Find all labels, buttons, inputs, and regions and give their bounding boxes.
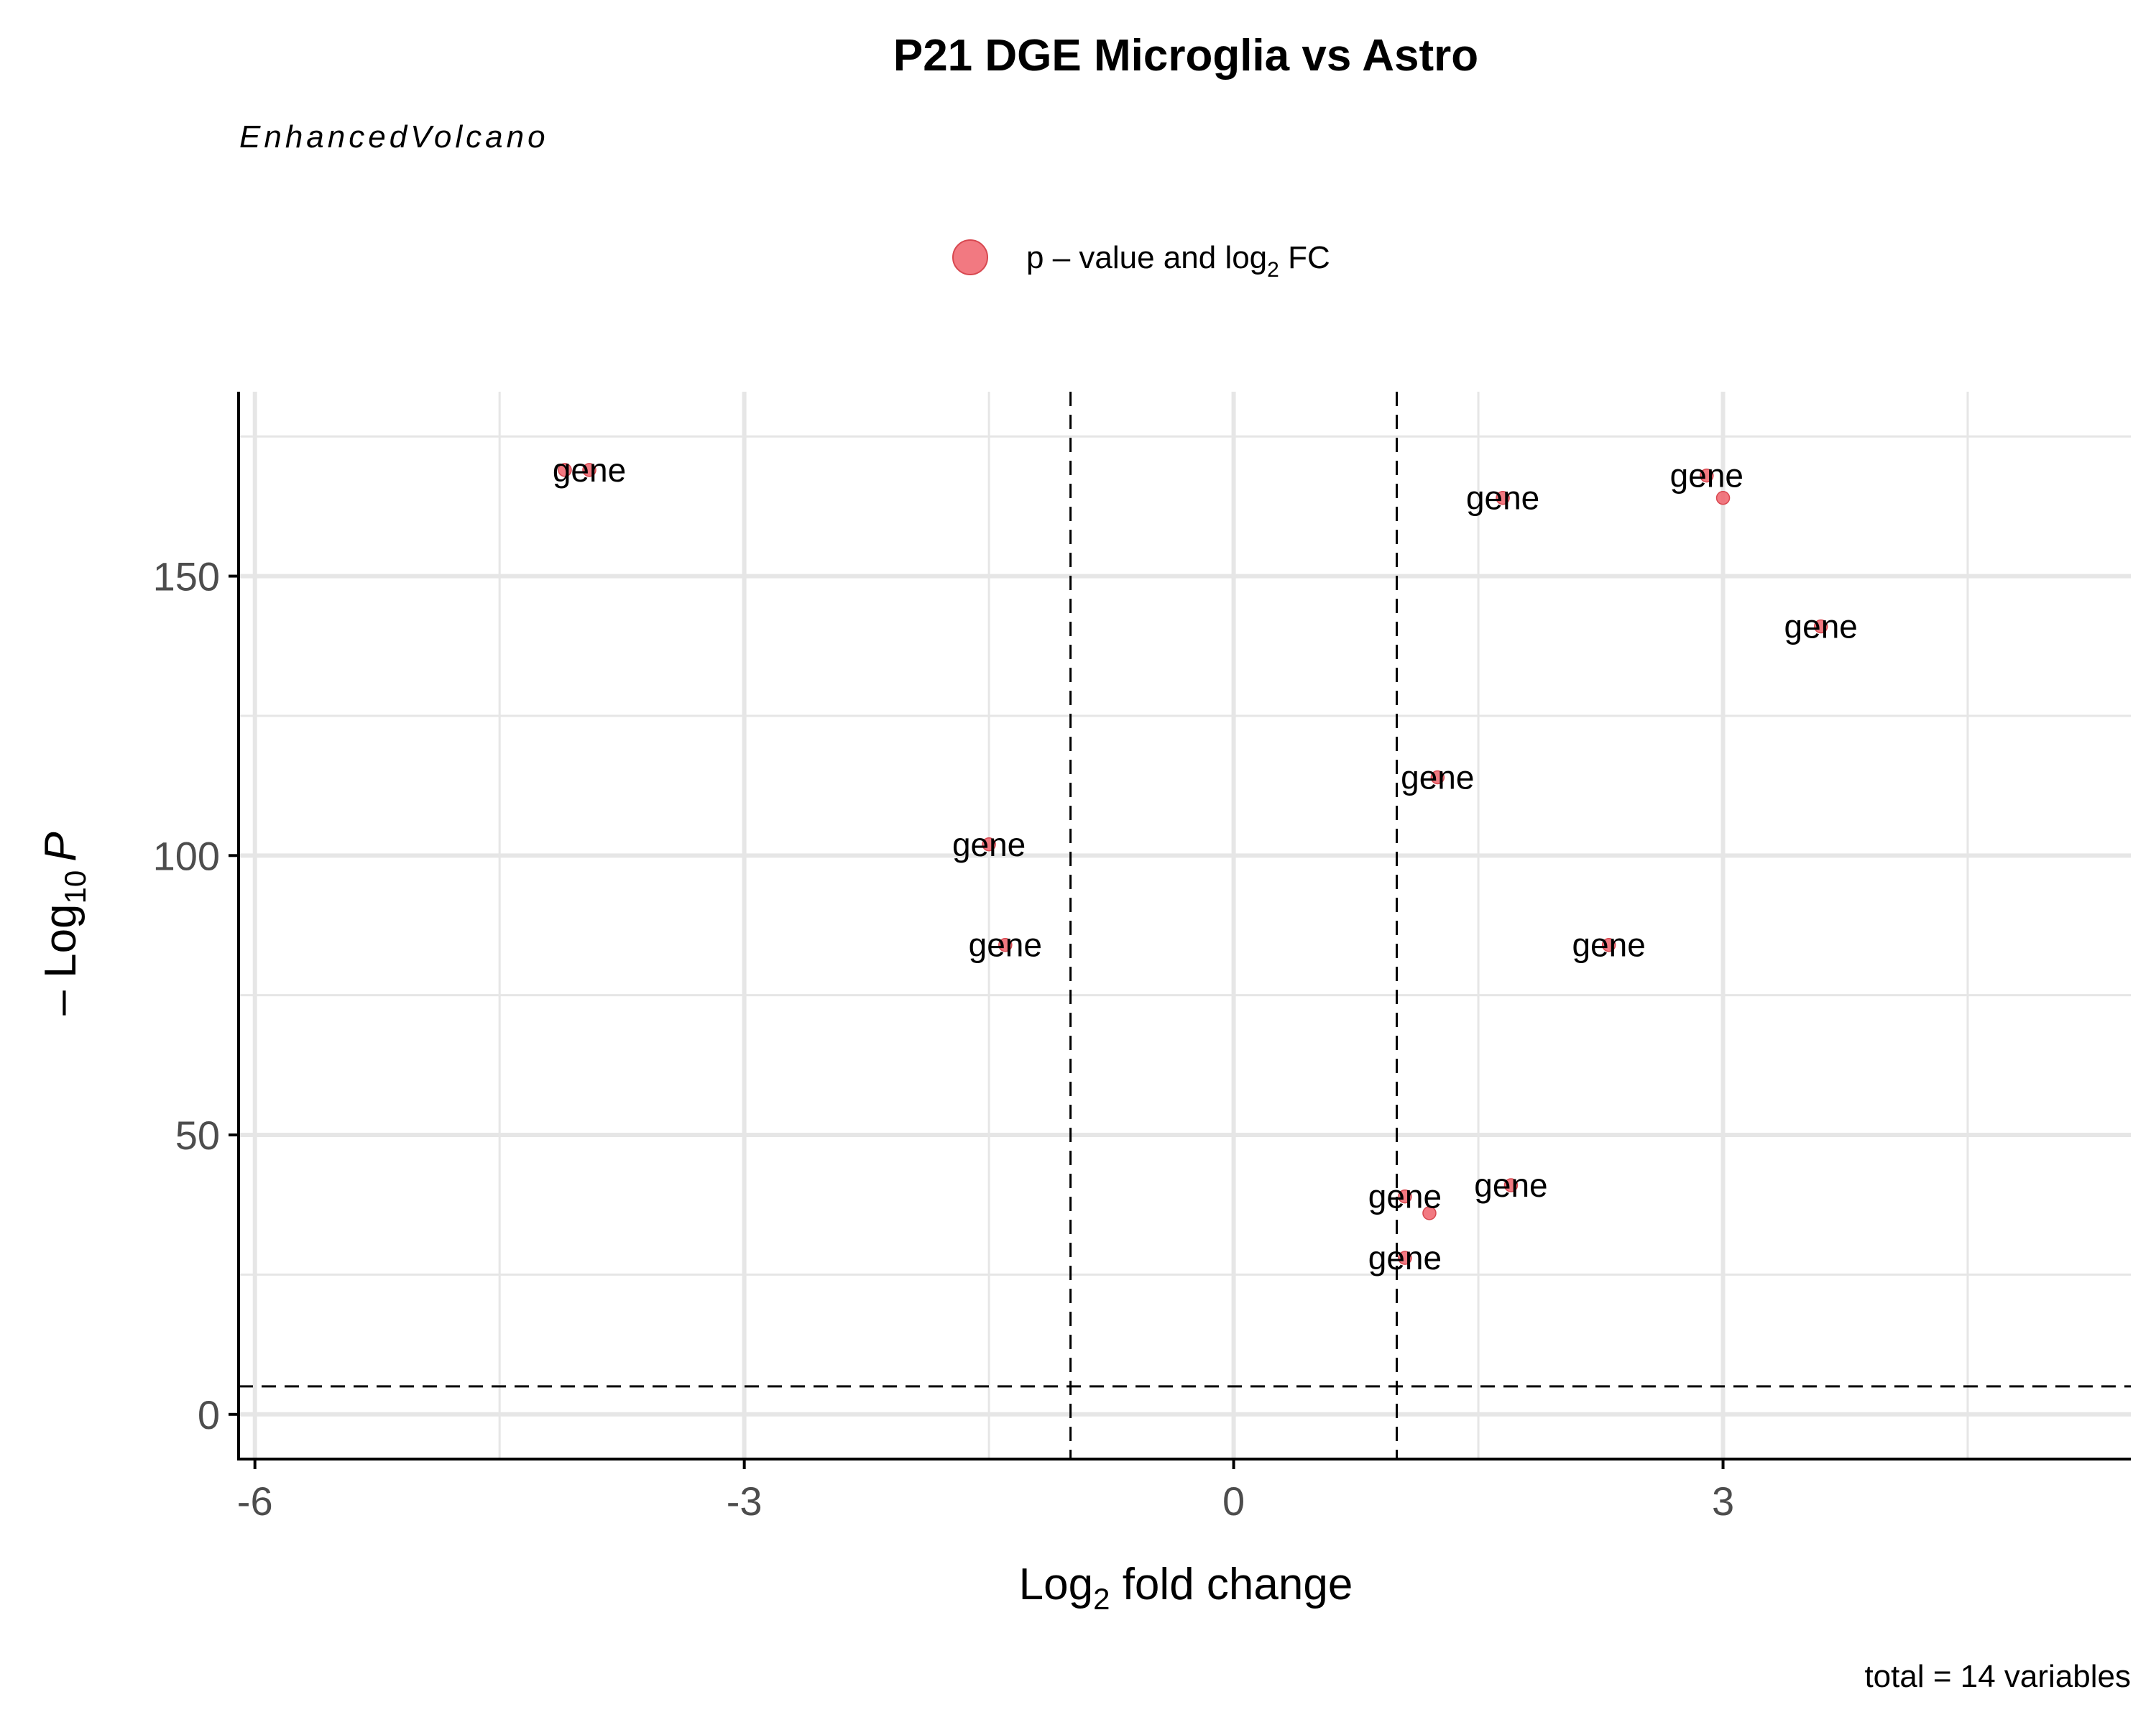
- data-point: [1430, 770, 1445, 785]
- y-axis-title: – Log10 P: [36, 832, 92, 1015]
- point-label: gene: [553, 451, 626, 489]
- data-point: [1398, 1251, 1412, 1265]
- x-axis-title-sub: 2: [1093, 1582, 1110, 1616]
- x-axis-title-main: Log: [1019, 1560, 1093, 1609]
- y-tick-label: 0: [198, 1392, 220, 1438]
- y-axis-title-prefix: – Log: [36, 903, 86, 1015]
- x-tick-label: 3: [1712, 1478, 1734, 1524]
- chart-subtitle: EnhancedVolcano: [239, 119, 549, 155]
- y-tick-label: 100: [153, 833, 220, 878]
- legend: p – value and log2 FC: [952, 239, 1330, 282]
- cutoff-lines: [239, 392, 2131, 1459]
- data-point: [1496, 490, 1510, 505]
- point-label: gene: [1572, 926, 1645, 964]
- point-labels: gene gene gene gene gene gene gene gene gene gene…: [553, 451, 1858, 1276]
- legend-label-main: p – value and log: [1026, 240, 1267, 275]
- data-point: [1715, 490, 1731, 505]
- x-axis-title-rest: fold change: [1110, 1560, 1353, 1609]
- data-point: [558, 463, 572, 477]
- x-tick-label: -3: [727, 1478, 763, 1524]
- x-tick-label: -6: [237, 1478, 273, 1524]
- point-label: gene: [952, 826, 1026, 863]
- data-point: [582, 463, 596, 477]
- data-point: [1503, 1178, 1519, 1192]
- data-point: [1601, 937, 1616, 952]
- data-point: [998, 937, 1013, 952]
- y-tick-label: 50: [175, 1113, 220, 1158]
- data-points: [558, 463, 1828, 1265]
- grid-lines: [239, 392, 2131, 1459]
- point-label: gene: [1401, 758, 1474, 796]
- legend-label-sub: 2: [1267, 258, 1279, 282]
- y-axis-title-var: P: [36, 832, 86, 861]
- chart-title: P21 DGE Microglia vs Astro: [893, 31, 1478, 80]
- x-tick-label: 0: [1222, 1478, 1245, 1524]
- axis-ticks: -6 -3 0 3 0 50 100 150: [153, 554, 1735, 1524]
- legend-label-suffix: FC: [1279, 240, 1330, 275]
- data-point: [1813, 619, 1828, 634]
- point-label: gene: [1368, 1239, 1442, 1276]
- point-label: gene: [1784, 608, 1858, 645]
- y-axis-title-sub: 10: [58, 870, 92, 904]
- point-label: gene: [1368, 1178, 1442, 1215]
- data-point: [1398, 1189, 1412, 1204]
- data-point: [1700, 468, 1714, 483]
- data-point: [982, 837, 996, 852]
- legend-marker: [952, 239, 988, 275]
- data-point: [1422, 1206, 1437, 1220]
- legend-label: p – value and log2 FC: [1026, 240, 1330, 282]
- point-label: gene: [1474, 1167, 1547, 1204]
- point-label: gene: [1670, 457, 1743, 494]
- x-axis-title: Log2 fold change: [1019, 1560, 1353, 1616]
- point-label: gene: [1466, 479, 1539, 517]
- chart-caption: total = 14 variables: [1864, 1659, 2131, 1694]
- y-tick-label: 150: [153, 554, 220, 599]
- point-label: gene: [969, 926, 1042, 964]
